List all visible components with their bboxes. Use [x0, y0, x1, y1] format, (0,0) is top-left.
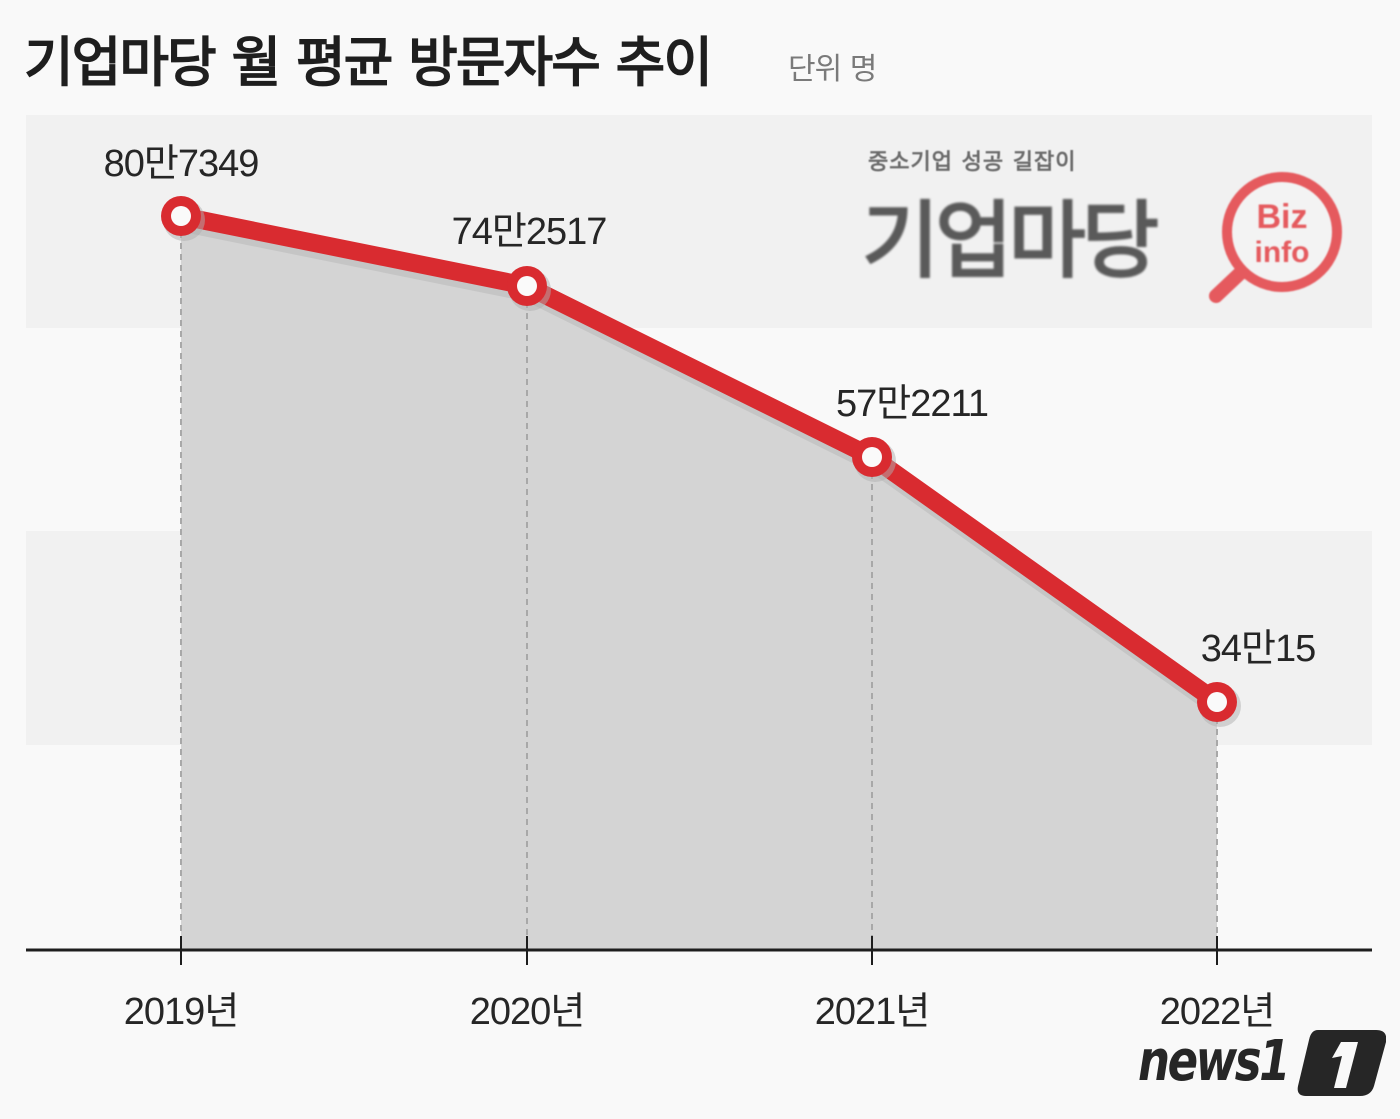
logo-badge-info: info [1255, 236, 1310, 269]
logo-badge-biz: Biz [1257, 198, 1308, 236]
chart-title: 기업마당 월 평균 방문자수 추이 [24, 31, 713, 94]
data-markers [161, 196, 1241, 727]
x-tick-label-2019: 2019년 [123, 991, 239, 1033]
data-label-2019: 80만7349 [103, 143, 260, 185]
magnifier-icon: Biz info [1209, 172, 1342, 303]
area-fill [181, 216, 1217, 950]
logo-tagline: 중소기업 성공 길잡이 [868, 150, 1077, 175]
data-label-2020: 74만2517 [451, 211, 608, 253]
bizinfo-logo: 중소기업 성공 길잡이 기업마당 Biz info [862, 140, 1352, 310]
news1-logo: news1 [1138, 1029, 1386, 1096]
x-tick-label-2021: 2021년 [814, 991, 930, 1033]
news1-wordmark: news1 [1138, 1029, 1288, 1094]
news1-numeral-icon [1332, 1042, 1358, 1088]
data-label-2022: 34만15 [1200, 628, 1316, 670]
x-tick-label-2020: 2020년 [469, 991, 585, 1033]
unit-label: 단위 명 [788, 52, 877, 87]
drop-lines [180, 232, 1218, 950]
x-tick-label-2022: 2022년 [1159, 991, 1275, 1033]
trend-line [179, 207, 1223, 710]
x-axis-ticks [180, 936, 1218, 965]
data-label-2021: 57만2211 [836, 383, 989, 425]
logo-name: 기업마당 [862, 192, 1159, 290]
